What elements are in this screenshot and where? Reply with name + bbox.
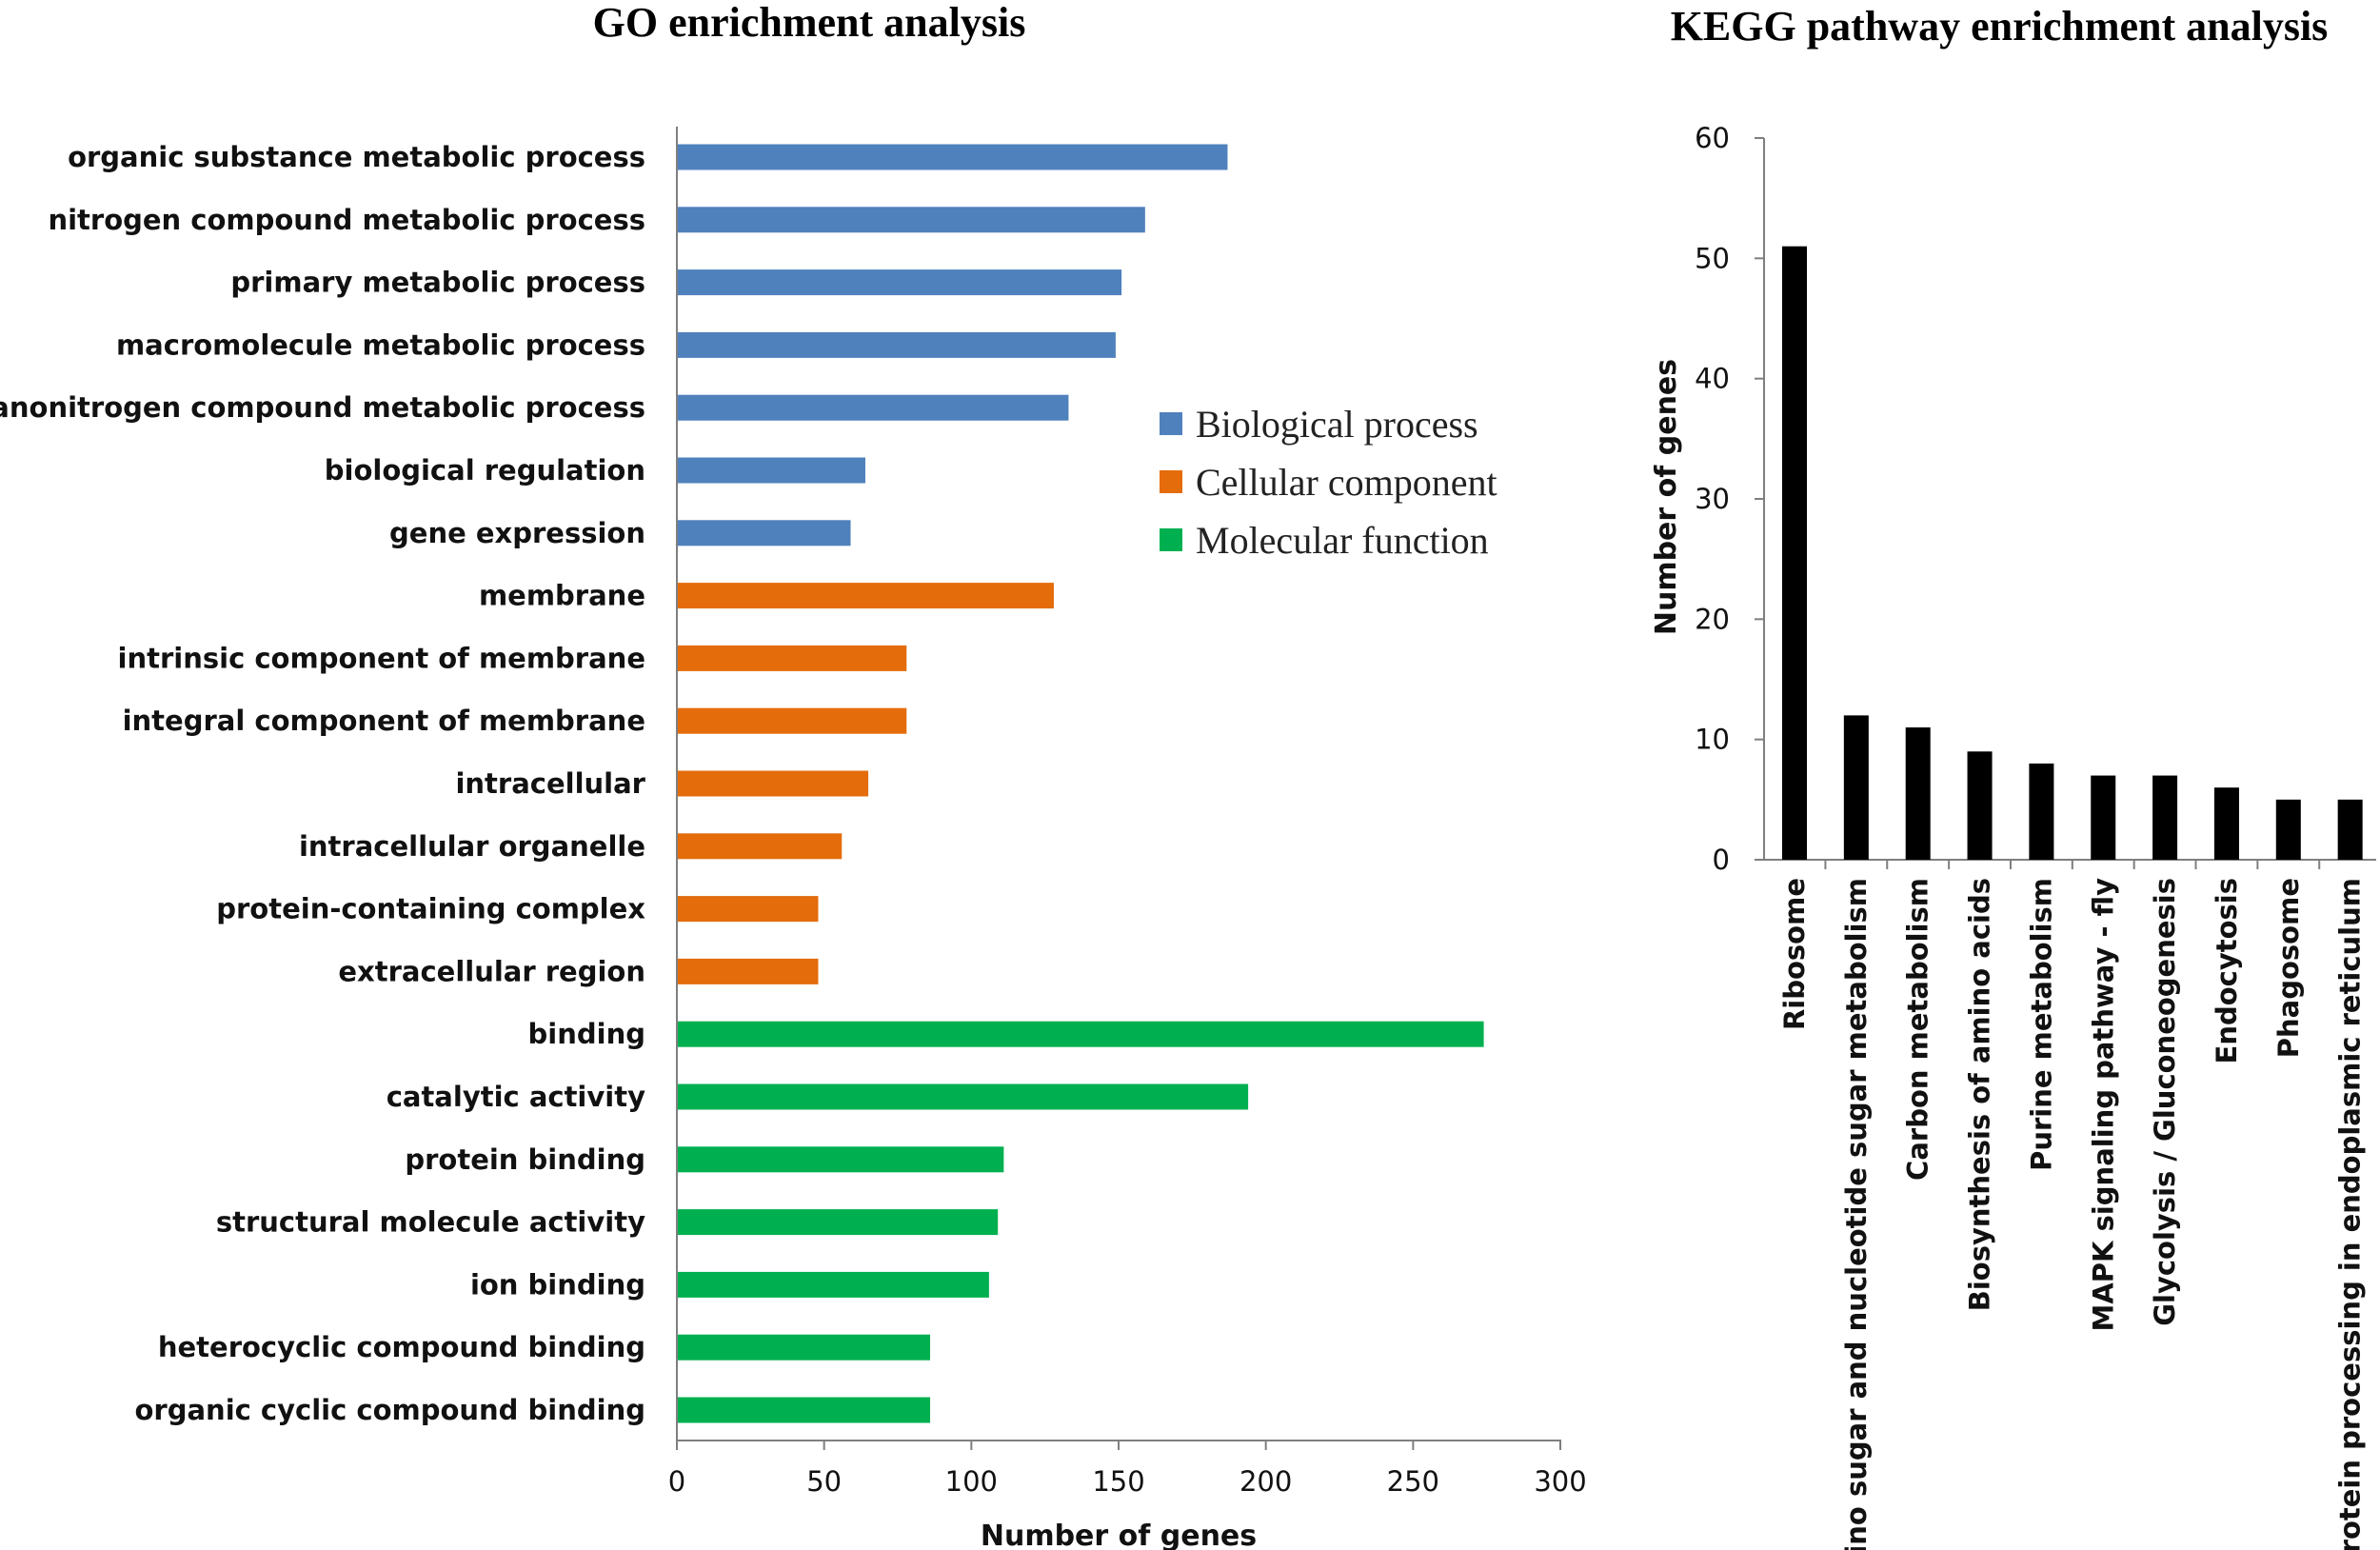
kegg-y-axis-title: Number of genes — [1650, 359, 1683, 635]
kegg-category-label: Ribosome — [1778, 878, 1811, 1030]
go-x-tick-label: 250 — [1387, 1465, 1439, 1498]
kegg-bar — [2152, 775, 2178, 860]
legend-label-bp: Biological process — [1196, 403, 1478, 446]
kegg-bar — [1782, 246, 1807, 860]
go-enrichment-chart: GO enrichment analysis organic substance… — [0, 0, 1587, 1550]
go-category-label: nitrogen compound metabolic process — [48, 204, 645, 236]
kegg-y-tick-label: 60 — [1695, 122, 1730, 154]
go-bar — [678, 1334, 931, 1361]
go-category-label: intracellular — [455, 767, 645, 800]
go-category-label: binding — [528, 1018, 645, 1050]
go-category-label: gene expression — [389, 517, 645, 549]
go-bar — [678, 707, 907, 734]
go-category-label: protein-containing complex — [216, 893, 645, 925]
kegg-bar — [2337, 799, 2363, 860]
go-x-tick-label: 200 — [1240, 1465, 1292, 1498]
go-category-label: ion binding — [470, 1268, 645, 1301]
legend-swatch-bp — [1160, 412, 1182, 435]
go-bar — [678, 269, 1122, 296]
go-bar — [678, 1271, 989, 1298]
go-chart-title: GO enrichment analysis — [593, 0, 1026, 46]
go-bars — [678, 144, 1484, 1423]
go-x-tick-label: 100 — [945, 1465, 998, 1498]
kegg-bar — [2275, 799, 2301, 860]
go-bar — [678, 520, 851, 546]
kegg-chart-title: KEGG pathway enrichment analysis — [1671, 3, 2329, 50]
go-category-label: membrane — [479, 580, 645, 612]
kegg-category-label: Glycolysis / Gluconeogenesis — [2149, 878, 2181, 1326]
kegg-bar — [1967, 751, 1993, 860]
go-category-label: integral component of membrane — [123, 705, 645, 737]
go-bar — [678, 1146, 1004, 1173]
go-x-tick-label: 50 — [806, 1465, 842, 1498]
go-category-label: heterocyclic compound binding — [158, 1331, 645, 1363]
go-bar — [678, 1397, 931, 1423]
kegg-category-label: Biosynthesis of amino acids — [1964, 878, 1996, 1311]
kegg-category-label: Protein processing in endoplasmic reticu… — [2334, 878, 2367, 1550]
go-bar — [678, 394, 1069, 421]
kegg-y-tick-label: 20 — [1695, 603, 1730, 635]
kegg-bar — [2091, 775, 2116, 860]
go-x-tick-label: 300 — [1534, 1465, 1586, 1498]
go-category-label: intracellular organelle — [299, 830, 645, 863]
kegg-category-label: Purine metabolism — [2025, 878, 2057, 1171]
go-bar — [678, 833, 843, 860]
go-category-label: intrinsic component of membrane — [118, 642, 645, 674]
go-bar — [678, 1209, 999, 1236]
go-x-tick-label: 0 — [668, 1465, 685, 1498]
go-x-axis-title: Number of genes — [981, 1520, 1257, 1550]
go-category-label: macromolecule metabolic process — [116, 328, 645, 361]
kegg-category-label: Endocytosis — [2211, 878, 2243, 1063]
go-bar — [678, 1021, 1484, 1047]
legend-swatch-mf — [1160, 528, 1182, 551]
go-bar — [678, 144, 1228, 170]
kegg-bar — [1905, 727, 1931, 860]
go-category-label: organic cyclic compound binding — [135, 1394, 646, 1426]
go-bar — [678, 645, 907, 671]
go-bar — [678, 331, 1116, 358]
go-bar — [678, 457, 865, 484]
kegg-bars — [1782, 246, 2363, 860]
go-x-ticks: 0 50 100 150 200 250 300 — [668, 1441, 1587, 1498]
go-x-tick-label: 150 — [1092, 1465, 1144, 1498]
go-category-label: catalytic activity — [387, 1081, 645, 1113]
kegg-category-label: Amino sugar and nucleotide sugar metabol… — [1840, 878, 1873, 1550]
go-category-label: biological regulation — [325, 454, 645, 487]
go-category-label: extracellular region — [338, 955, 645, 987]
go-bar — [678, 958, 819, 984]
kegg-y-tick-label: 50 — [1695, 242, 1730, 274]
go-bar — [678, 583, 1054, 609]
kegg-y-tick-label: 0 — [1713, 844, 1730, 876]
go-category-label: primary metabolic process — [230, 267, 645, 299]
go-category-label: organic substance metabolic process — [68, 141, 645, 173]
legend-swatch-cc — [1160, 470, 1182, 493]
kegg-bar — [2029, 763, 2054, 860]
kegg-bar — [2213, 787, 2239, 860]
kegg-category-label: MAPK signaling pathway - fly — [2087, 878, 2119, 1332]
legend-label-cc: Cellular component — [1196, 461, 1497, 504]
kegg-bar — [1843, 715, 1869, 860]
go-bar — [678, 207, 1145, 233]
kegg-y-tick-label: 40 — [1695, 363, 1730, 395]
go-category-label: protein binding — [405, 1143, 645, 1176]
kegg-pathway-chart: KEGG pathway enrichment analysis 0 10 20 30… — [1650, 3, 2376, 1550]
go-category-labels: organic substance metabolic process nitro… — [0, 141, 646, 1426]
kegg-y-tick-label: 30 — [1695, 483, 1730, 515]
kegg-category-label: Carbon metabolism — [1902, 878, 1934, 1181]
kegg-category-labels: Ribosome Amino sugar and nucleotide sugar… — [1778, 860, 2367, 1550]
kegg-category-label: Phagosome — [2272, 878, 2305, 1058]
go-category-label: organonitrogen compound metabolic proces… — [0, 391, 645, 424]
kegg-y-tick-label: 10 — [1695, 724, 1730, 756]
go-bar — [678, 770, 869, 797]
go-bar — [678, 896, 819, 923]
go-category-label: structural molecule activity — [216, 1206, 645, 1239]
go-bar — [678, 1083, 1249, 1110]
go-legend: Biological process Cellular component Mole… — [1160, 403, 1497, 562]
legend-label-mf: Molecular function — [1196, 519, 1489, 562]
kegg-y-ticks: 0 10 20 30 40 50 60 — [1695, 122, 1764, 876]
